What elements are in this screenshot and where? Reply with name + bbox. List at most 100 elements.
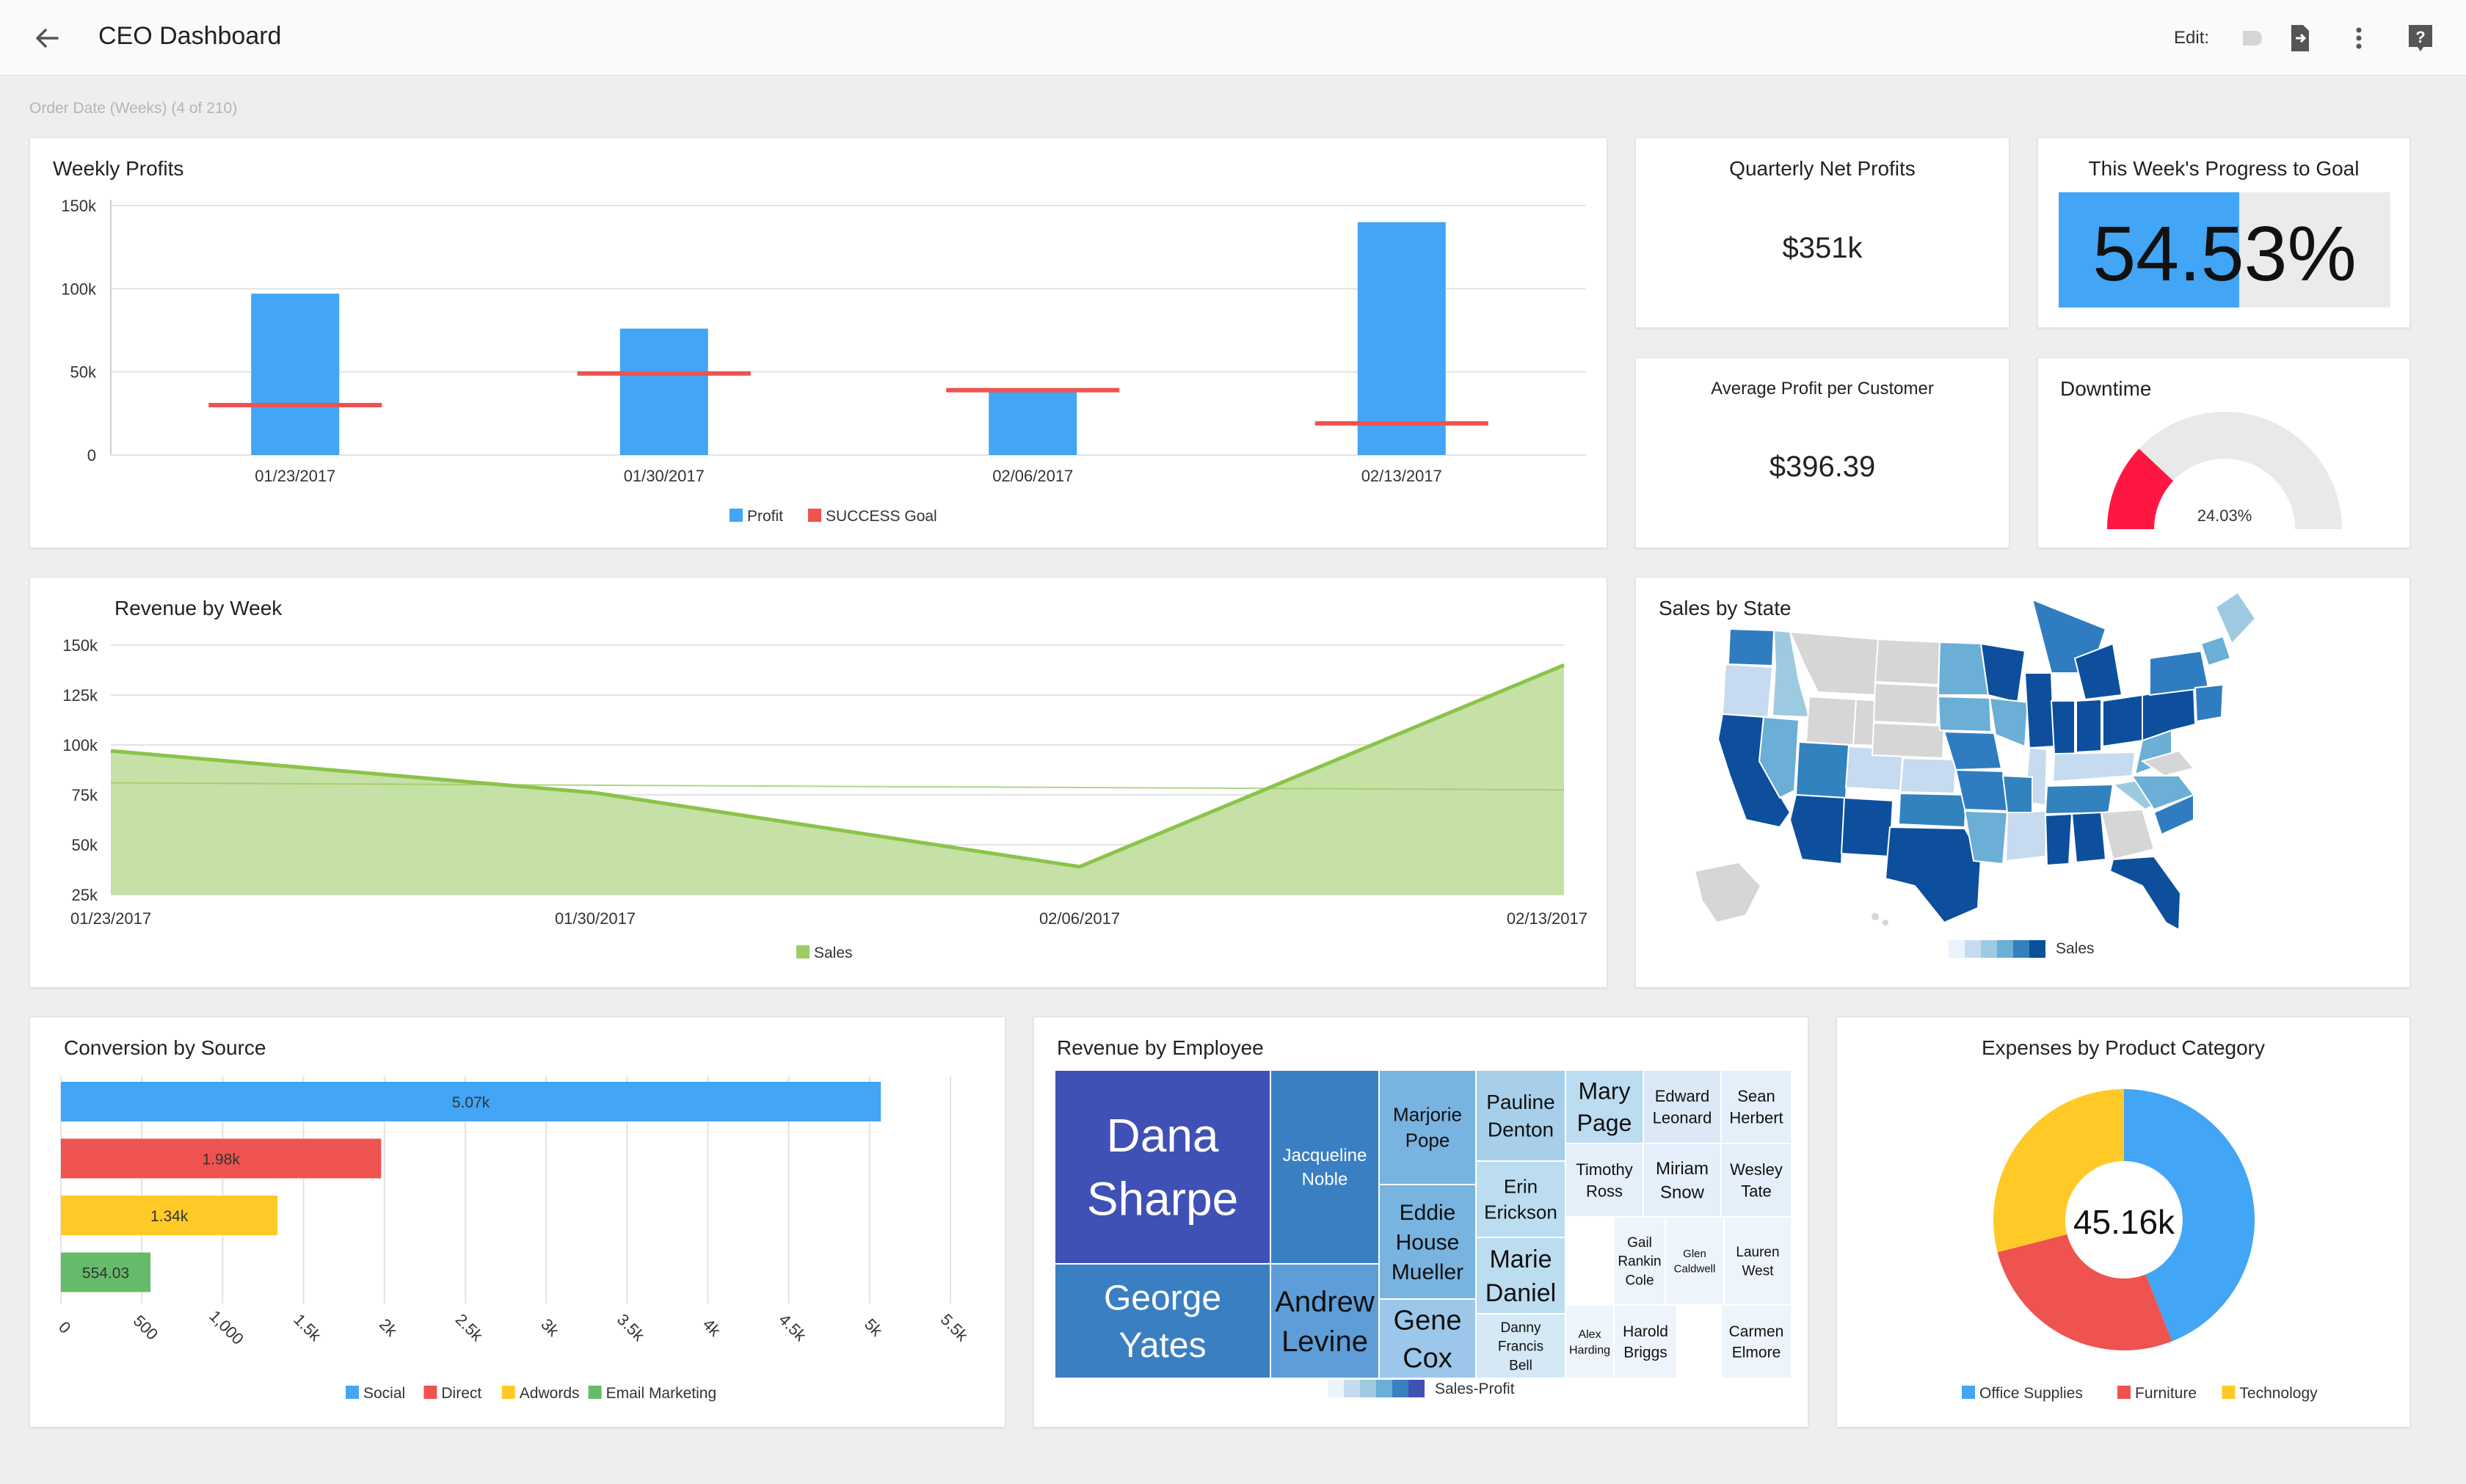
sales-by-state-card: Sales by State xyxy=(1635,577,2410,988)
y-tick-label: 125k xyxy=(62,686,98,705)
x-tick-label: 02/13/2017 xyxy=(1507,909,1587,928)
employee-name: Danny Francis Bell xyxy=(1498,1320,1543,1373)
legend-label: Sales xyxy=(814,945,853,961)
x-tick-label: 5.5k xyxy=(937,1310,972,1345)
x-tick-label: 02/13/2017 xyxy=(1361,467,1442,485)
map-legend xyxy=(1949,940,2045,958)
kpi-value: $351k xyxy=(1782,232,1863,264)
card-title: Weekly Profits xyxy=(53,157,184,180)
edit-toggle-icon[interactable] xyxy=(2237,22,2269,54)
employee-name: Sean Herbert xyxy=(1729,1087,1783,1127)
gauge-value: 24.03% xyxy=(2197,506,2252,525)
x-tick-label: 01/30/2017 xyxy=(555,909,636,928)
treemap-cell xyxy=(1565,1304,1615,1379)
help-icon[interactable]: ? xyxy=(2404,22,2437,54)
card-title: Conversion by Source xyxy=(64,1036,266,1059)
page-title: CEO Dashboard xyxy=(98,22,282,50)
card-title: Revenue by Employee xyxy=(1057,1036,1264,1059)
y-tick-label: 50k xyxy=(70,363,97,382)
card-title: This Week's Progress to Goal xyxy=(2088,157,2360,180)
bar-data-label: 1.98k xyxy=(202,1152,240,1168)
donut-slice xyxy=(2124,1089,2255,1342)
y-tick-label: 100k xyxy=(61,280,97,298)
legend-swatch xyxy=(1344,1380,1360,1397)
treemap-cell xyxy=(1720,1143,1792,1218)
export-icon[interactable] xyxy=(2284,22,2316,54)
avg-profit-card: Average Profit per Customer $396.39 xyxy=(1635,357,2009,548)
employee-name: Andrew Levine xyxy=(1275,1286,1375,1358)
treemap-legend-label: Sales-Profit xyxy=(1435,1381,1515,1397)
treemap-cell xyxy=(1270,1263,1380,1379)
legend-swatch xyxy=(346,1386,359,1399)
y-tick-label: 150k xyxy=(62,636,98,655)
employee-name: George Yates xyxy=(1104,1279,1221,1365)
donut-center-value: 45.16k xyxy=(2073,1203,2175,1241)
treemap-cell xyxy=(1378,1069,1477,1185)
employee-name: Alex Harding xyxy=(1569,1328,1610,1357)
treemap-cell xyxy=(1565,1069,1644,1144)
expenses-card: Expenses by Product Category Office Supp… xyxy=(1836,1016,2410,1427)
back-arrow-icon[interactable] xyxy=(29,21,65,56)
legend-swatch xyxy=(1328,1380,1344,1397)
employee-name: Erin Erickson xyxy=(1484,1176,1557,1223)
employee-name: Lauren West xyxy=(1736,1245,1779,1279)
progress-fill xyxy=(2059,192,2240,308)
legend-swatch xyxy=(1392,1380,1408,1397)
legend-swatch xyxy=(808,509,821,522)
legend-swatch xyxy=(730,509,743,522)
x-tick-label: 3.5k xyxy=(614,1310,649,1345)
card-title: Sales by State xyxy=(1659,597,1792,619)
revenue-by-week-chart: 25k 50k 75k 100k 125k 150k 01/23/2017 01/30/201… xyxy=(62,636,1587,961)
x-tick-label: 1.5k xyxy=(290,1310,325,1345)
legend-swatch xyxy=(588,1386,602,1399)
week-progress-card: This Week's Progress to Goal 54.53% xyxy=(2037,137,2410,328)
treemap-cell xyxy=(1475,1069,1566,1162)
legend-swatch xyxy=(1360,1380,1376,1397)
legend-label: SUCCESS Goal xyxy=(826,508,937,525)
y-tick-label: 150k xyxy=(61,197,97,215)
svg-text:?: ? xyxy=(2415,28,2425,46)
profit-bar xyxy=(619,328,708,455)
employee-name: Wesley Tate xyxy=(1730,1160,1783,1201)
map-legend-label: Sales xyxy=(2056,940,2095,957)
card-title: Downtime xyxy=(2060,377,2152,400)
employee-name: Pauline Denton xyxy=(1486,1091,1554,1141)
legend-label: Office Supplies xyxy=(1979,1385,2083,1402)
profit-bar xyxy=(989,391,1077,455)
y-tick-label: 50k xyxy=(72,836,98,854)
legend-swatch xyxy=(501,1386,515,1399)
treemap-cell xyxy=(1613,1216,1666,1306)
kpi-value: $396.39 xyxy=(1769,451,1876,483)
x-tick-label: 02/06/2017 xyxy=(1039,909,1120,928)
more-menu-icon[interactable] xyxy=(2343,22,2375,54)
x-tick-label: 01/23/2017 xyxy=(255,467,335,485)
employee-name: Gail Rankin Cole xyxy=(1618,1235,1661,1288)
employee-name: Miriam Snow xyxy=(1656,1159,1709,1202)
treemap-cell xyxy=(1378,1298,1477,1379)
x-tick-label: 1,000 xyxy=(205,1306,247,1348)
treemap-cell xyxy=(1054,1263,1271,1379)
bar-data-label: 1.34k xyxy=(150,1208,189,1225)
quarterly-net-profits-card: Quarterly Net Profits $351k xyxy=(1635,137,2009,328)
revenue-by-week-card: Revenue by Week 25k 50k 75k 100k 125k 150k 01/… xyxy=(29,577,1607,988)
legend-swatch xyxy=(2222,1386,2236,1399)
y-tick-label: 25k xyxy=(72,886,98,904)
revenue-by-employee-card: Revenue by Employee Dana Sharpe George Yate… xyxy=(1033,1016,1808,1427)
card-title: Revenue by Week xyxy=(114,597,283,619)
gauge-fill xyxy=(2107,448,2174,529)
y-tick-label: 75k xyxy=(72,786,98,804)
treemap-cell xyxy=(1613,1304,1678,1379)
x-tick-label: 5k xyxy=(861,1315,887,1341)
x-tick-label: 2k xyxy=(376,1315,401,1341)
gauge-track xyxy=(2107,412,2342,529)
employee-name: Carmen Elmore xyxy=(1729,1323,1784,1361)
legend-swatch xyxy=(2117,1386,2131,1399)
filter-info: Order Date (Weeks) (4 of 210) xyxy=(29,100,238,117)
expenses-donut-chart: Office Supplies Furniture Technology xyxy=(1962,1089,2318,1402)
legend-swatch xyxy=(1408,1380,1425,1397)
employee-name: Mary Page xyxy=(1577,1078,1632,1136)
employee-treemap: Dana Sharpe George Yates Jacqueline Noble Andr… xyxy=(1054,1069,1792,1397)
legend-label: Profit xyxy=(747,508,783,525)
treemap-cell xyxy=(1643,1143,1722,1218)
weekly-profits-card: Weekly Profits 0 50k 100k 150k 01/23/2017 01/… xyxy=(29,137,1607,548)
